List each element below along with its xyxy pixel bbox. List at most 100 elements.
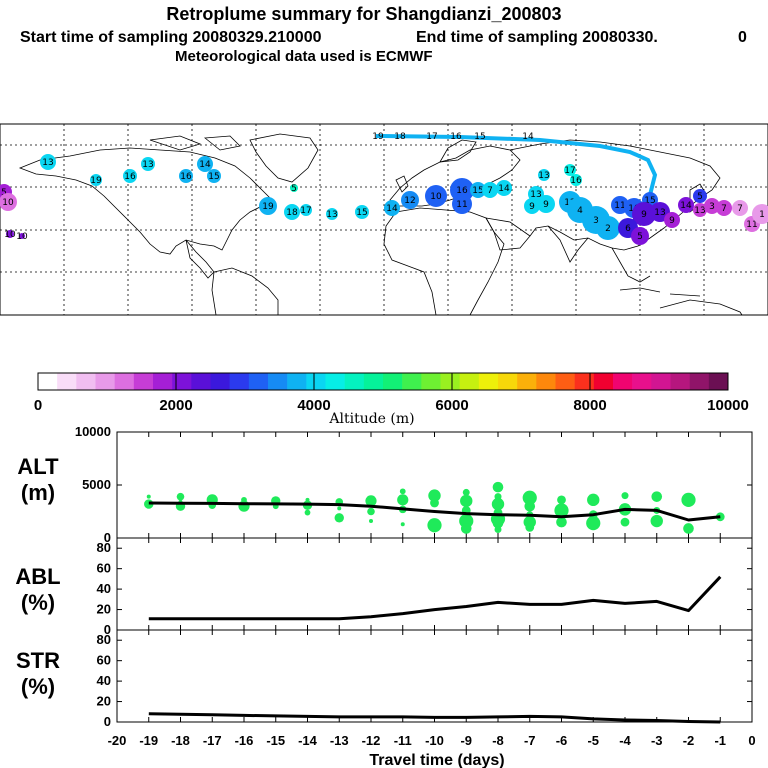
colorbar-tick-label: 8000 <box>573 397 606 414</box>
alt-scatter-point <box>304 509 311 516</box>
trajectory-marker-label: 17 <box>300 206 311 216</box>
colorbar-cell <box>593 373 614 390</box>
trajectory-marker-label: 13 <box>326 210 337 220</box>
trajectory-marker-label: 13 <box>42 158 53 168</box>
colorbar-cell <box>421 373 441 390</box>
trajectory-marker-label: 11 <box>746 220 757 230</box>
colorbar-tick-label: 6000 <box>435 397 468 414</box>
alt-scatter-point <box>460 523 472 534</box>
colorbar-cell <box>632 373 652 390</box>
trajectory-day-label: 15 <box>474 132 485 142</box>
trajectory-marker <box>693 203 707 217</box>
trajectory-marker-label: 7 <box>737 204 743 214</box>
alt-scatter-point <box>337 506 342 511</box>
abl-panel-label-line1: ABL <box>15 564 60 589</box>
colorbar-cell <box>708 373 729 390</box>
alt-scatter-point <box>522 490 537 505</box>
alt-scatter-point <box>176 492 185 501</box>
alt-scatter-point <box>557 495 566 505</box>
trajectory-marker <box>537 195 555 213</box>
colorbar-cell <box>229 373 250 390</box>
trajectory-marker-label: 3 <box>709 202 715 212</box>
x-tick-label: -9 <box>460 733 472 748</box>
trajectory-marker <box>179 169 193 183</box>
trajectory-marker-label: 7 <box>721 204 727 214</box>
alt-scatter-point <box>491 497 505 511</box>
alt-scatter-point <box>620 517 630 527</box>
trajectory-marker-label: 10 <box>4 230 16 240</box>
x-tick-label: -6 <box>556 733 568 748</box>
trajectory-marker-label: 15 <box>356 208 367 218</box>
y-tick-label: 10000 <box>75 424 111 439</box>
colorbar-cell <box>689 373 710 390</box>
alt-scatter-point <box>334 513 344 523</box>
trajectory-marker <box>632 202 656 226</box>
trajectory-marker-label: 12 <box>404 196 415 206</box>
trajectory-marker-label: 15 <box>644 196 655 206</box>
trajectory-marker <box>732 200 748 216</box>
trajectory-marker <box>693 189 707 203</box>
trajectory-marker-label: 13 <box>654 208 665 218</box>
str-frame <box>116 629 753 723</box>
str-series-line <box>148 712 721 724</box>
alt-scatter-point <box>587 493 600 507</box>
alt-scatter-point <box>399 488 406 495</box>
trajectory-marker-label: 11 <box>614 201 625 211</box>
trajectory-marker <box>197 156 213 172</box>
trajectory-marker <box>123 169 137 183</box>
colorbar-cell <box>363 373 384 390</box>
colorbar-cell <box>153 373 173 390</box>
x-tick-label: -13 <box>330 733 349 748</box>
alt-scatter-point <box>462 488 470 496</box>
trajectory-marker-label: 3 <box>593 216 599 226</box>
trajectory-marker-label: 15 <box>472 186 483 196</box>
alt-scatter-point <box>400 522 405 527</box>
trajectory-marker-label: 14 <box>498 184 510 194</box>
colorbar-cell <box>268 373 288 390</box>
alt-scatter-point <box>428 489 441 502</box>
trajectory-marker <box>678 197 694 213</box>
trajectory-marker-label: 5 <box>1 188 7 198</box>
alt-scatter-point <box>367 507 375 516</box>
start-time-label: Start time of sampling 20080329.210000 <box>20 29 322 46</box>
alt-scatter-point <box>681 492 696 507</box>
trajectory-marker-label: 2 <box>605 224 611 234</box>
alt-scatter-point <box>427 518 442 533</box>
x-tick-label: -18 <box>171 733 190 748</box>
trajectory-marker <box>355 205 369 219</box>
trajectory-marker <box>259 197 277 215</box>
colorbar-cell <box>613 373 633 390</box>
trajectory-marker <box>564 164 576 176</box>
colorbar-tick-label: 4000 <box>297 397 330 414</box>
trajectory-marker-label: 5 <box>697 192 703 202</box>
colorbar-cell <box>38 373 58 390</box>
alt-scatter-point <box>397 494 409 506</box>
trajectory-marker <box>664 212 680 228</box>
x-tick-label: -1 <box>714 733 726 748</box>
y-tick-label: 20 <box>97 694 111 709</box>
trajectory-marker-label: 16 <box>180 172 192 182</box>
trajectory-marker-label: 10 <box>2 198 14 208</box>
alt-scatter-point <box>554 503 569 518</box>
colorbar-cell <box>114 373 135 390</box>
met-data-label: Meteorological data used is ECMWF <box>175 48 433 65</box>
trajectory-marker-label: 15 <box>208 172 219 182</box>
end-time-value: 0 <box>738 29 747 46</box>
x-tick-label: -7 <box>524 733 536 748</box>
y-tick-label: 0 <box>104 530 111 545</box>
x-tick-label: -10 <box>425 733 444 748</box>
x-tick-label: 0 <box>748 733 755 748</box>
alt-panel-label-line2: (m) <box>21 480 55 505</box>
abl-panel: 0 20 40 60 80 <box>97 537 753 637</box>
trajectory-marker-label: 13 <box>142 160 153 170</box>
colorbar-cell <box>133 373 154 390</box>
colorbar-tick-label: 0 <box>34 397 42 414</box>
alt-panel: 0 5000 10000 <box>75 424 753 545</box>
trajectory-day-label: 17 <box>426 132 437 142</box>
colorbar-cell <box>459 373 480 390</box>
x-tick-label: -14 <box>298 733 318 748</box>
x-tick-label: -15 <box>266 733 285 748</box>
x-tick-label: -3 <box>651 733 663 748</box>
trajectory-marker <box>401 191 419 209</box>
trajectory-marker <box>524 198 540 214</box>
